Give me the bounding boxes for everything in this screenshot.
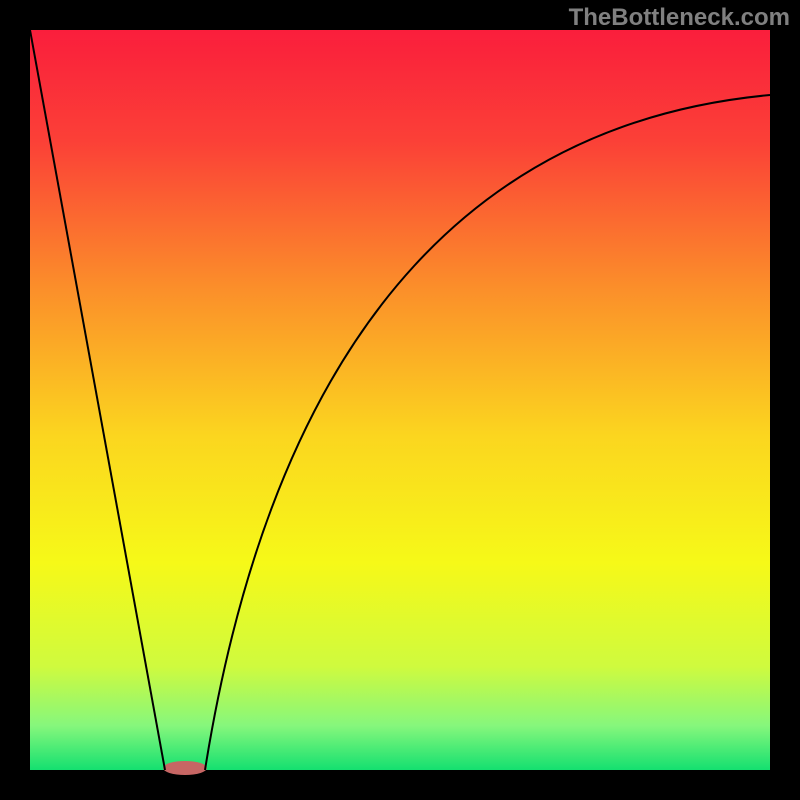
bottleneck-marker	[163, 761, 207, 775]
watermark-text: TheBottleneck.com	[569, 4, 790, 32]
plot-area	[30, 30, 770, 770]
chart-container: TheBottleneck.com	[0, 0, 800, 800]
bottleneck-chart	[0, 0, 800, 800]
